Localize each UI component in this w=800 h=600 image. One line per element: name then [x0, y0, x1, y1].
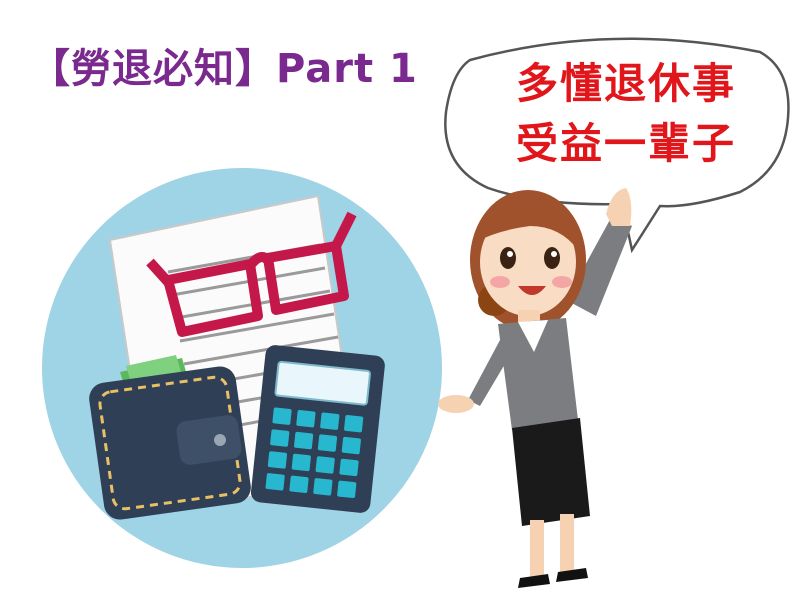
- glasses-icon: [146, 211, 357, 337]
- businesswoman-illustration: [438, 188, 632, 588]
- calculator-icon: [250, 345, 385, 513]
- page-title: 【勞退必知】Part 1: [30, 46, 418, 92]
- bubble-text-line1: 多懂退休事: [515, 59, 736, 108]
- wallet-icon: [89, 355, 251, 520]
- bubble-text-line2: 受益一輩子: [515, 119, 736, 168]
